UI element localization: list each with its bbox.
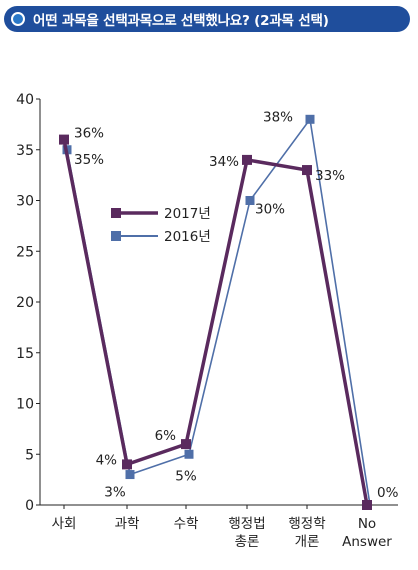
data-label: 35%: [74, 152, 104, 168]
y-tick-label: 10: [16, 397, 34, 413]
series-0: [59, 134, 372, 510]
circle-bullet-icon: [11, 12, 25, 26]
series-line-0: [62, 139, 369, 506]
series-layer: [59, 114, 372, 510]
data-labels-layer: 36% 4% 6% 34% 33% 0% 35% 3% 5% 30% 38%: [74, 109, 399, 501]
data-label: 30%: [255, 202, 285, 218]
legend-item: 2016년: [111, 229, 211, 245]
x-tick-label: 행정법: [228, 516, 265, 532]
y-tick-label: 5: [25, 447, 34, 463]
data-label: 4%: [96, 452, 118, 468]
legend-swatch-marker: [111, 208, 121, 218]
legend-label: 2016년: [164, 229, 211, 245]
y-tick-label: 0: [25, 498, 34, 514]
chart-title: 어떤 과목을 선택과목으로 선택했나요? (2과목 선택): [33, 13, 329, 29]
y-tick-label: 30: [16, 194, 34, 210]
data-label: 33%: [315, 168, 345, 184]
data-point: [184, 449, 194, 459]
y-tick-label: 25: [16, 244, 34, 260]
data-label: 34%: [209, 154, 239, 170]
data-point: [59, 134, 69, 145]
x-tick-label: 행정학: [288, 516, 325, 532]
chart-header-bar: 어떤 과목을 선택과목으로 선택했나요? (2과목 선택): [4, 6, 410, 32]
y-tick-label: 40: [16, 92, 34, 108]
data-label: 0%: [377, 485, 399, 501]
y-tick-label: 15: [16, 346, 34, 362]
data-label: 5%: [175, 468, 197, 484]
legend-swatch-marker: [111, 231, 121, 241]
data-label: 38%: [263, 109, 293, 125]
legend-label: 2017년: [164, 206, 211, 222]
data-label: 6%: [155, 428, 177, 444]
legend: 2017년 2016년: [111, 206, 211, 245]
x-tick-label: 과학: [115, 516, 140, 532]
y-tick-label: 35: [16, 143, 34, 159]
data-label: 36%: [74, 126, 104, 142]
x-tick-label: 총론: [235, 534, 260, 550]
x-tick-label: 사회: [52, 516, 77, 532]
data-point: [122, 459, 132, 470]
x-tick-label: Answer: [342, 534, 392, 550]
data-point: [305, 114, 315, 124]
data-point: [242, 154, 252, 165]
y-tick-label: 20: [16, 295, 34, 311]
data-point: [362, 500, 372, 510]
data-point: [245, 196, 255, 205]
data-label: 3%: [104, 485, 126, 501]
data-point: [125, 470, 135, 480]
x-tick-label: 개론: [295, 534, 320, 550]
data-point: [181, 439, 191, 450]
data-point: [302, 165, 312, 176]
x-tick-label: 수학: [174, 516, 199, 532]
legend-item: 2017년: [111, 206, 211, 222]
x-tick-label: No: [358, 516, 376, 532]
